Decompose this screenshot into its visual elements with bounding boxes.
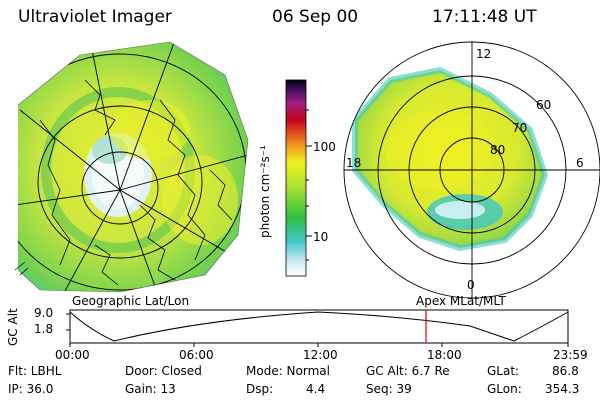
seq-info: Seq: 39 — [366, 382, 412, 396]
mlt-label-0: 0 — [467, 278, 475, 292]
geographic-image-panel — [14, 41, 249, 293]
mode-info: Mode: Normal — [246, 364, 330, 378]
glon-label: GLon: — [487, 382, 522, 396]
mlt-label-6: 6 — [576, 156, 584, 170]
instrument-title: Ultraviolet Imager — [18, 7, 172, 27]
mlat-label-80: 80 — [490, 143, 506, 157]
filter-info: Flt: LBHL — [8, 364, 62, 378]
timeline-xtick-2359: 23:59 — [553, 348, 588, 362]
colorbar-tick-10: 10 — [313, 230, 329, 244]
mlt-label-12: 12 — [476, 47, 492, 61]
ip-info: IP: 36.0 — [8, 382, 54, 396]
dsp-label: Dsp: — [246, 382, 274, 396]
mlat-label-60: 60 — [536, 98, 552, 112]
intensity-colorbar — [285, 79, 312, 277]
dsp-value: 4.4 — [306, 382, 326, 396]
timeline-xtick-0000: 00:00 — [55, 348, 90, 362]
glat-label: GLat: — [487, 364, 520, 378]
timeline-axis-label: GC Alt — [6, 308, 20, 346]
gc-alt-info: GC Alt: 6.7 Re — [366, 364, 450, 378]
observation-time: 17:11:48 UT — [432, 7, 537, 27]
mlat-label-70: 70 — [512, 121, 528, 135]
apex-coord-label: Apex MLat/MLT — [416, 294, 506, 308]
geographic-coord-label: Geographic Lat/Lon — [72, 294, 190, 308]
timeline-xtick-1800: 18:00 — [427, 348, 462, 362]
timeline-ytick-top: 9.0 — [34, 306, 54, 320]
colorbar-tick-100: 100 — [313, 140, 336, 154]
glat-value: 86.8 — [552, 364, 579, 378]
timeline-ytick-bottom: 1.8 — [34, 322, 54, 336]
altitude-timeline — [66, 309, 569, 347]
colorbar-unit-label: photon cm⁻²s⁻¹ — [258, 145, 272, 238]
mlt-label-18: 18 — [346, 156, 362, 170]
door-info: Door: Closed — [125, 364, 202, 378]
glon-value: 354.3 — [545, 382, 580, 396]
apex-polar-panel — [343, 41, 600, 299]
observation-date: 06 Sep 00 — [272, 7, 359, 27]
timeline-xtick-1200: 12:00 — [303, 348, 338, 362]
timeline-xtick-0600: 06:00 — [179, 348, 214, 362]
gain-info: Gain: 13 — [125, 382, 176, 396]
